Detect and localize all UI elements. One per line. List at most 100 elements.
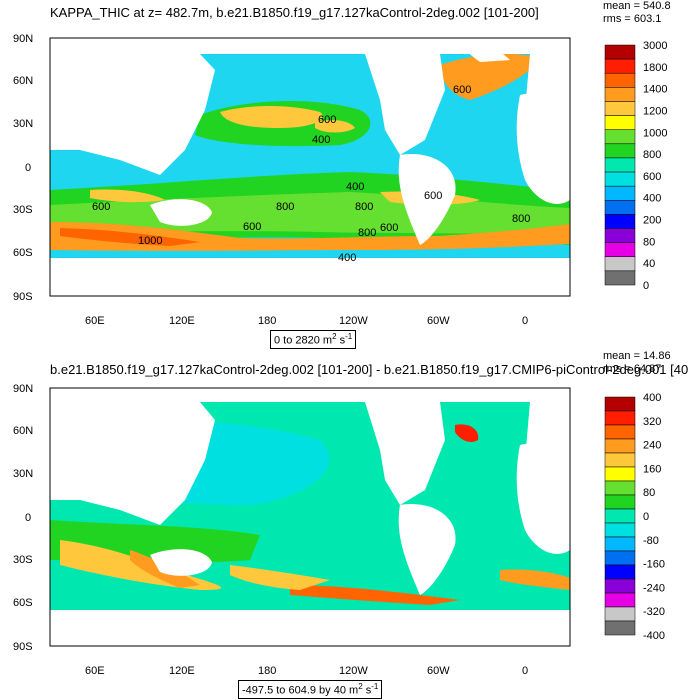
lon-label: 120E	[169, 665, 195, 677]
colorbar-label: -80	[643, 535, 659, 547]
colorbar-label: 600	[643, 171, 661, 183]
panel1-npac-yellow	[220, 106, 323, 128]
colorbar-swatch	[604, 171, 636, 187]
colorbar-swatch	[604, 72, 636, 88]
colorbar-swatch	[604, 87, 636, 102]
lon-label: 0	[522, 665, 528, 677]
colorbar-label: 160	[643, 463, 661, 475]
colorbar-swatch	[604, 480, 636, 496]
colorbar-swatch	[604, 564, 636, 580]
panel1-frame	[49, 37, 571, 297]
contour-label: 600	[424, 190, 442, 202]
colorbar-label: 200	[643, 215, 661, 227]
panel1-range-label: 0 to 2820 m2 s-1	[270, 330, 357, 349]
colorbar-label: 80	[643, 236, 655, 248]
colorbar-swatch	[604, 157, 636, 173]
contour-label: 600	[380, 222, 398, 234]
panel1-lon-labels: 60E 120E 180 120W 60W 0	[85, 315, 528, 327]
colorbar-swatch	[604, 200, 636, 215]
colorbar-swatch	[604, 256, 636, 272]
colorbar-swatch	[604, 242, 636, 258]
lat-label: 90S	[13, 291, 33, 303]
colorbar-swatch	[604, 592, 636, 608]
panel2-south-pacific-yellow	[230, 565, 330, 590]
panel1-colorbar	[604, 44, 636, 286]
colorbar-label: 320	[643, 416, 661, 428]
contour-label: 800	[358, 227, 376, 239]
lat-label: 60S	[13, 247, 33, 259]
lat-label: 30N	[13, 118, 33, 130]
panel1-natl-orange	[440, 54, 540, 100]
panel2-natl-red	[455, 424, 479, 443]
lon-label: 120W	[339, 665, 368, 677]
colorbar-swatch	[604, 270, 636, 286]
lat-label: 0	[25, 162, 31, 174]
colorbar-swatch	[604, 228, 636, 243]
colorbar-label: 400	[643, 392, 661, 404]
panel2-south-atlantic-orange	[500, 569, 570, 590]
colorbar-swatch	[604, 214, 636, 229]
colorbar-label: 400	[643, 193, 661, 205]
colorbar-label: 1400	[643, 84, 667, 96]
colorbar-swatch	[604, 58, 636, 74]
colorbar-swatch	[604, 620, 636, 636]
panel2-map	[50, 388, 570, 646]
colorbar-swatch	[604, 143, 636, 159]
colorbar-swatch	[604, 522, 636, 538]
lon-label: 60E	[85, 315, 105, 327]
panel1-southern-band-red	[60, 228, 200, 246]
colorbar-swatch	[604, 452, 636, 468]
lon-label: 120E	[169, 315, 195, 327]
colorbar-swatch	[604, 536, 636, 552]
colorbar-swatch	[604, 129, 636, 145]
lat-label: 30N	[13, 468, 33, 480]
contour-label: 800	[276, 201, 294, 213]
colorbar-label: -400	[643, 630, 665, 642]
lat-label: 90N	[13, 383, 33, 395]
colorbar-swatch	[604, 44, 636, 60]
lat-label: 0	[25, 512, 31, 524]
lon-label: 120W	[339, 315, 368, 327]
panel2-mean: mean = 14.86	[603, 350, 671, 362]
contour-label: 1000	[138, 235, 162, 247]
panel2-land	[50, 388, 570, 646]
colorbar-label: 800	[643, 149, 661, 161]
colorbar-swatch	[604, 115, 636, 130]
lat-label: 60S	[13, 597, 33, 609]
colorbar-label: 1200	[643, 105, 667, 117]
lat-label: 30S	[13, 554, 33, 566]
colorbar-label: 0	[643, 511, 649, 523]
colorbar-swatch	[604, 550, 636, 566]
lon-label: 60W	[427, 315, 450, 327]
colorbar-label: 1800	[643, 62, 667, 74]
contour-label: 600	[453, 84, 471, 96]
colorbar-swatch	[604, 606, 636, 622]
colorbar-swatch	[604, 508, 636, 524]
panel2-colorbar-labels: 400 320 240 160 80 0 -80 -160 -240 -320 -400	[643, 392, 665, 642]
panel1-lat-labels: 90N 60N 30N 0 30S 60S 90S	[13, 33, 33, 303]
lon-label: 0	[522, 315, 528, 327]
colorbar-swatch	[604, 185, 636, 201]
panel1-rms: rms = 603.1	[603, 13, 662, 25]
contour-label: 600	[318, 114, 336, 126]
panel2-frame	[49, 387, 571, 647]
lon-label: 60W	[427, 665, 450, 677]
contour-label: 800	[512, 213, 530, 225]
panel1-map	[50, 38, 570, 296]
panel1-mean: mean = 540.8	[603, 0, 671, 12]
panel1-title: KAPPA_THIC at z= 482.7m, b.e21.B1850.f19…	[50, 5, 539, 20]
colorbar-label: 80	[643, 487, 655, 499]
colorbar-label: 40	[643, 258, 655, 270]
lat-label: 60N	[13, 75, 33, 87]
contour-label: 400	[312, 134, 330, 146]
colorbar-swatch	[604, 578, 636, 594]
colorbar-label: 240	[643, 440, 661, 452]
colorbar-label: 1000	[643, 127, 667, 139]
contour-label: 600	[243, 221, 261, 233]
panel1-contour-labels: 600 400 400 600 600 800 800 600 800 1000…	[92, 84, 530, 264]
contour-label: 400	[338, 252, 356, 264]
panel2-range-label: -497.5 to 604.9 by 40 m2 s-1	[238, 680, 383, 699]
panel2-colorbar	[604, 396, 636, 636]
